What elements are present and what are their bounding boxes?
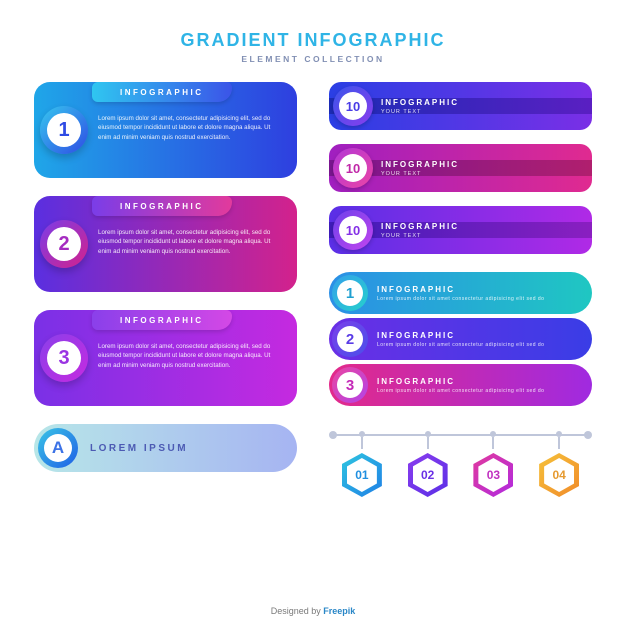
card-tab: INFOGRAPHIC bbox=[92, 196, 232, 216]
bar-number: 10 bbox=[339, 154, 367, 182]
hexagon-icon: 03 bbox=[473, 453, 513, 497]
pill-title: INFOGRAPHIC bbox=[377, 331, 544, 340]
bar-number: 10 bbox=[339, 92, 367, 120]
bar-title: INFOGRAPHIC bbox=[381, 160, 459, 169]
pill-row: 1 INFOGRAPHIC Lorem ipsum dolor sit amet… bbox=[329, 272, 592, 314]
bar-title: INFOGRAPHIC bbox=[381, 222, 459, 231]
pill-subtitle: Lorem ipsum dolor sit amet consectetur a… bbox=[377, 296, 544, 302]
bar-number-badge: 10 bbox=[333, 148, 373, 188]
hexagon-icon: 02 bbox=[408, 453, 448, 497]
info-card: INFOGRAPHIC 1 Lorem ipsum dolor sit amet… bbox=[34, 82, 297, 178]
hex-number: 02 bbox=[413, 458, 443, 492]
pill-title: INFOGRAPHIC bbox=[377, 377, 544, 386]
card-body-text: Lorem ipsum dolor sit amet, consectetur … bbox=[98, 114, 283, 142]
pill-number-badge: 3 bbox=[332, 367, 368, 403]
hex-item: 01 bbox=[342, 434, 382, 497]
right-col: 10 INFOGRAPHIC YOUR TEXT 10 INFOGRAPHIC … bbox=[329, 82, 592, 504]
pill-row: 2 INFOGRAPHIC Lorem ipsum dolor sit amet… bbox=[329, 318, 592, 360]
lozenge-letter: A bbox=[44, 434, 72, 462]
page-title: GRADIENT INFOGRAPHIC bbox=[34, 30, 592, 51]
card-body-text: Lorem ipsum dolor sit amet, consectetur … bbox=[98, 342, 283, 370]
hex-item: 03 bbox=[473, 434, 513, 497]
pill-row: 3 INFOGRAPHIC Lorem ipsum dolor sit amet… bbox=[329, 364, 592, 406]
credit-prefix: Designed by bbox=[271, 606, 324, 616]
hexagon-icon: 04 bbox=[539, 453, 579, 497]
columns: INFOGRAPHIC 1 Lorem ipsum dolor sit amet… bbox=[34, 82, 592, 504]
bar-number: 10 bbox=[339, 216, 367, 244]
credit-brand: Freepik bbox=[323, 606, 355, 616]
page-subtitle: ELEMENT COLLECTION bbox=[34, 54, 592, 64]
card-number-badge: 1 bbox=[40, 106, 88, 154]
pill-number-badge: 1 bbox=[332, 275, 368, 311]
card-number-badge: 3 bbox=[40, 334, 88, 382]
left-col: INFOGRAPHIC 1 Lorem ipsum dolor sit amet… bbox=[34, 82, 297, 504]
card-number: 1 bbox=[47, 113, 81, 147]
hex-item: 04 bbox=[539, 434, 579, 497]
info-bar: 10 INFOGRAPHIC YOUR TEXT bbox=[329, 82, 592, 130]
title-block: GRADIENT INFOGRAPHIC ELEMENT COLLECTION bbox=[34, 30, 592, 64]
credit-line: Designed by Freepik bbox=[0, 606, 626, 616]
bar-subtitle: YOUR TEXT bbox=[381, 233, 459, 239]
bar-subtitle: YOUR TEXT bbox=[381, 171, 459, 177]
lozenge-button[interactable]: A LOREM IPSUM bbox=[34, 424, 297, 472]
card-body-text: Lorem ipsum dolor sit amet, consectetur … bbox=[98, 228, 283, 256]
timeline-drop bbox=[361, 437, 363, 449]
card-number: 3 bbox=[47, 341, 81, 375]
hexagon-icon: 01 bbox=[342, 453, 382, 497]
card-tab: INFOGRAPHIC bbox=[92, 82, 232, 102]
pill-number: 2 bbox=[337, 326, 363, 352]
hex-number: 01 bbox=[347, 458, 377, 492]
hex-number: 04 bbox=[544, 458, 574, 492]
pill-number-badge: 2 bbox=[332, 321, 368, 357]
pill-subtitle: Lorem ipsum dolor sit amet consectetur a… bbox=[377, 388, 544, 394]
lozenge-badge: A bbox=[38, 428, 78, 468]
card-number-badge: 2 bbox=[40, 220, 88, 268]
card-tab: INFOGRAPHIC bbox=[92, 310, 232, 330]
timeline-drop bbox=[492, 437, 494, 449]
hex-timeline: 01 02 03 04 bbox=[329, 424, 592, 504]
info-card: INFOGRAPHIC 2 Lorem ipsum dolor sit amet… bbox=[34, 196, 297, 292]
hex-number: 03 bbox=[478, 458, 508, 492]
info-card: INFOGRAPHIC 3 Lorem ipsum dolor sit amet… bbox=[34, 310, 297, 406]
card-number: 2 bbox=[47, 227, 81, 261]
bar-title: INFOGRAPHIC bbox=[381, 98, 459, 107]
pill-stack: 1 INFOGRAPHIC Lorem ipsum dolor sit amet… bbox=[329, 272, 592, 406]
pill-subtitle: Lorem ipsum dolor sit amet consectetur a… bbox=[377, 342, 544, 348]
bar-subtitle: YOUR TEXT bbox=[381, 109, 459, 115]
bar-number-badge: 10 bbox=[333, 210, 373, 250]
hex-item: 02 bbox=[408, 434, 448, 497]
timeline-drop bbox=[558, 437, 560, 449]
bar-number-badge: 10 bbox=[333, 86, 373, 126]
info-bar: 10 INFOGRAPHIC YOUR TEXT bbox=[329, 206, 592, 254]
pill-number: 1 bbox=[337, 280, 363, 306]
pill-number: 3 bbox=[337, 372, 363, 398]
info-bar: 10 INFOGRAPHIC YOUR TEXT bbox=[329, 144, 592, 192]
timeline-drop bbox=[427, 437, 429, 449]
lozenge-text: LOREM IPSUM bbox=[90, 443, 188, 454]
pill-title: INFOGRAPHIC bbox=[377, 285, 544, 294]
